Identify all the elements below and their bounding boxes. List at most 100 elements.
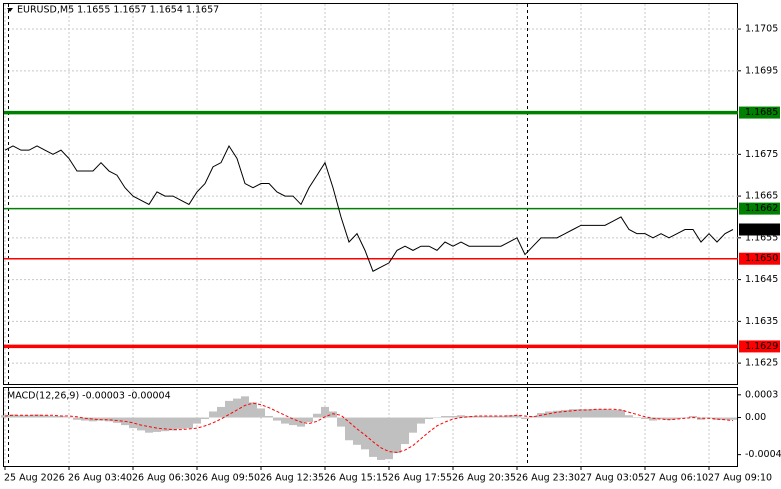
y-tick-label: 1.1635 <box>745 316 778 327</box>
macd-bar <box>489 416 497 418</box>
level-label-box <box>739 106 780 119</box>
macd-bar <box>529 416 537 418</box>
macd-bar <box>457 415 465 418</box>
macd-panel-frame <box>3 387 738 467</box>
menu-triangle <box>7 8 13 12</box>
macd-bar <box>241 396 249 418</box>
macd-bar <box>657 417 665 420</box>
macd-signal-line <box>4 402 734 453</box>
macd-bar <box>633 417 641 419</box>
macd-bar <box>481 416 489 418</box>
x-tick-label: 26 Aug 09:50 <box>196 473 260 484</box>
y-tick-label: 1.1675 <box>745 149 778 160</box>
level-label: 1.1650 <box>745 253 778 264</box>
macd-bar <box>497 416 505 418</box>
y-tick-label: 1.1645 <box>745 274 778 285</box>
x-tick-label: 26 Aug 12:35 <box>260 473 324 484</box>
level-label-box <box>739 340 780 353</box>
macd-bar <box>593 409 601 418</box>
x-tick-label: 26 Aug 20:35 <box>452 473 516 484</box>
macd-bar <box>377 417 385 460</box>
macd-bar <box>513 415 521 418</box>
macd-bar <box>137 417 145 431</box>
macd-bar <box>337 417 345 427</box>
macd-bar <box>625 415 633 418</box>
macd-bar <box>561 409 569 418</box>
macd-bar <box>257 408 265 418</box>
macd-bar <box>1 415 9 418</box>
macd-bar <box>201 417 209 420</box>
macd-bar <box>33 414 41 418</box>
macd-bar <box>585 409 593 418</box>
y-tick-label: 1.1695 <box>745 65 778 76</box>
macd-bar <box>65 417 73 419</box>
y-tick-label: 1.1625 <box>745 358 778 369</box>
macd-bar <box>73 417 81 420</box>
macd-bar <box>81 417 89 421</box>
macd-bar <box>289 417 297 426</box>
macd-bar <box>185 417 193 429</box>
level-label: 1.1685 <box>745 107 778 118</box>
macd-bar <box>57 416 65 418</box>
macd-bar <box>145 417 153 433</box>
macd-bar <box>353 417 361 445</box>
chart-title: EURUSD,M5 1.1655 1.1657 1.1654 1.1657 <box>17 5 219 16</box>
x-tick-label: 27 Aug 09:10 <box>708 473 772 484</box>
x-tick-label: 26 Aug 17:55 <box>388 473 452 484</box>
macd-bar <box>249 402 257 418</box>
macd-bar <box>193 417 201 424</box>
macd-bar <box>569 409 577 418</box>
main-panel-frame <box>3 3 738 385</box>
macd-bar <box>25 415 33 418</box>
macd-bar <box>153 417 161 432</box>
macd-bar <box>521 417 529 420</box>
x-tick-label: 26 Aug 23:30 <box>516 473 580 484</box>
macd-bar <box>665 417 673 420</box>
macd-bar <box>41 415 49 418</box>
macd-bar <box>433 417 441 419</box>
level-label-box <box>739 252 780 265</box>
macd-bar <box>649 417 657 421</box>
macd-bar <box>401 417 409 445</box>
macd-bar <box>345 417 353 441</box>
macd-bar <box>329 411 337 418</box>
macd-bar <box>225 400 233 418</box>
macd-bar <box>233 398 241 418</box>
macd-bar <box>49 416 57 418</box>
macd-bar <box>305 417 313 423</box>
macd-bar <box>169 417 177 431</box>
y-tick-label: 1.1655 <box>745 232 778 243</box>
y-tick-label: 0.00 <box>745 412 766 423</box>
macd-bar <box>417 417 425 424</box>
macd-bar <box>601 409 609 418</box>
macd-bar <box>609 409 617 418</box>
x-tick-label: 25 Aug 2026 <box>4 473 65 484</box>
macd-bar <box>265 416 273 418</box>
macd-bar <box>425 417 433 420</box>
macd-bar <box>177 417 185 429</box>
x-tick-label: 27 Aug 03:05 <box>580 473 644 484</box>
grid-layer <box>4 4 738 465</box>
macd-bar <box>713 417 721 420</box>
macd-bar <box>313 413 321 418</box>
macd-bar <box>105 417 113 422</box>
macd-bar <box>681 417 689 419</box>
macd-bar <box>449 416 457 418</box>
macd-bar <box>9 414 17 418</box>
macd-bar <box>97 417 105 421</box>
macd-bar <box>385 417 393 460</box>
macd-bar <box>17 415 25 418</box>
macd-bar <box>689 416 697 418</box>
y-tick-label: -0.00049 <box>745 449 781 460</box>
y-tick-label: 1.1665 <box>745 191 778 202</box>
x-tick-label: 26 Aug 15:15 <box>324 473 388 484</box>
x-tick-label: 26 Aug 03:40 <box>68 473 132 484</box>
last-price-box <box>739 223 780 236</box>
level-label-box <box>739 202 780 215</box>
macd-bar <box>697 417 705 420</box>
macd-bar <box>409 417 417 433</box>
y-tick-label: 0.0003 <box>745 389 778 400</box>
macd-bar <box>553 410 561 418</box>
last-price-label: 1.1657 <box>745 224 778 235</box>
